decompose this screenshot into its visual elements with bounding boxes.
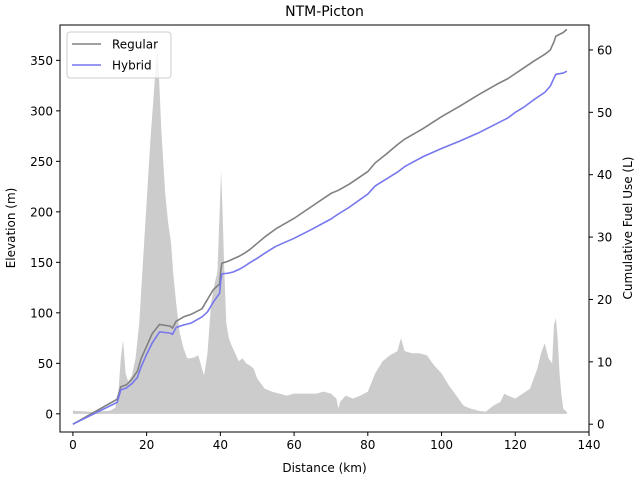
y-tick-label: 300 (30, 104, 53, 118)
elevation-area (72, 50, 567, 414)
x-tick-label: 40 (213, 438, 228, 452)
x-tick-label: 0 (69, 438, 77, 452)
legend-label-hybrid: Hybrid (112, 59, 152, 73)
y-tick-label: 350 (30, 54, 53, 68)
series-line-hybrid (72, 70, 568, 425)
x-tick-label: 80 (360, 438, 375, 452)
y2-tick-label: 10 (597, 355, 612, 369)
x-tick-label: 100 (430, 438, 453, 452)
x-axis-label: Distance (km) (282, 461, 366, 475)
y2-tick-label: 20 (597, 293, 612, 307)
axes-frame (59, 24, 590, 433)
y2-tick-label: 40 (597, 168, 612, 182)
legend-label-regular: Regular (112, 38, 158, 52)
y-tick-label: 0 (45, 407, 53, 421)
x-tick-label: 60 (286, 438, 301, 452)
y2-tick-label: 0 (597, 418, 605, 432)
x-tick-label: 120 (504, 438, 527, 452)
y-tick-label: 150 (30, 256, 53, 270)
x-tick-label: 20 (139, 438, 154, 452)
plot-area (72, 28, 568, 425)
y2-axis-label: Cumulative Fuel Use (L) (621, 157, 635, 300)
y-tick-label: 100 (30, 306, 53, 320)
y-axis-label: Elevation (m) (4, 188, 18, 269)
y-tick-label: 250 (30, 155, 53, 169)
y2-tick-label: 30 (597, 231, 612, 245)
y-tick-label: 50 (38, 357, 53, 371)
x-tick-label: 140 (578, 438, 601, 452)
y-tick-label: 200 (30, 205, 53, 219)
chart-title: NTM-Picton (285, 4, 364, 20)
legend: Regular Hybrid (66, 31, 172, 79)
y2-tick-label: 60 (597, 43, 612, 57)
y2-tick-label: 50 (597, 106, 612, 120)
title-group: NTM-Picton (285, 4, 364, 20)
series-line-regular (72, 28, 568, 425)
axes: 0 20 40 60 80 100 120 140 0 50 100 150 200 250 300 350 0… (30, 24, 612, 452)
